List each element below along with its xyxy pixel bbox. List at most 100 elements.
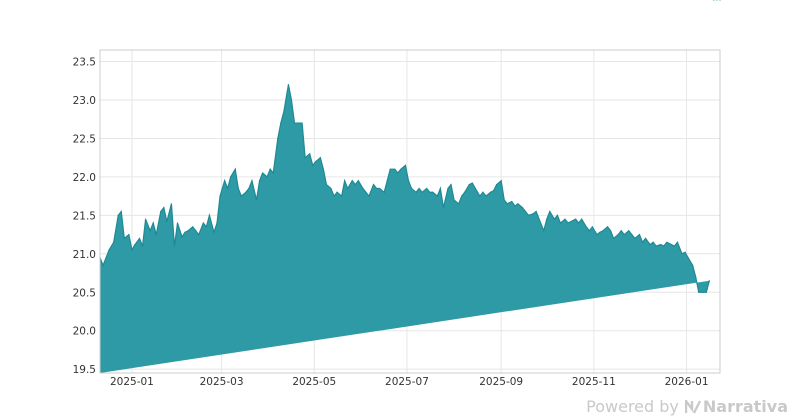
data-point bbox=[237, 187, 239, 190]
data-point bbox=[506, 203, 508, 205]
data-point bbox=[344, 180, 346, 182]
data-point bbox=[514, 205, 516, 207]
y-tick-label: 20.0 bbox=[73, 326, 96, 338]
powered-by-text: Powered by bbox=[586, 397, 679, 416]
data-point bbox=[333, 195, 335, 197]
data-point bbox=[362, 187, 364, 190]
data-point bbox=[354, 183, 356, 186]
data-point bbox=[602, 230, 604, 232]
data-point bbox=[447, 187, 449, 190]
data-point bbox=[205, 226, 207, 228]
data-point bbox=[404, 164, 407, 166]
narrativa-brand: Narrativa bbox=[684, 397, 788, 416]
x-tick-label: 2026-01 bbox=[665, 376, 709, 388]
data-point bbox=[655, 245, 657, 247]
data-point bbox=[357, 180, 359, 182]
data-point bbox=[319, 157, 321, 159]
data-point bbox=[234, 168, 236, 170]
data-point bbox=[581, 218, 583, 220]
data-point bbox=[304, 157, 306, 159]
data-point bbox=[553, 218, 555, 220]
data-point bbox=[567, 222, 569, 224]
y-tick-label: 23.0 bbox=[73, 95, 96, 107]
data-point bbox=[713, 0, 715, 1]
data-point bbox=[489, 191, 492, 193]
data-point bbox=[634, 237, 636, 240]
data-point bbox=[134, 243, 136, 246]
data-point bbox=[368, 195, 370, 197]
data-point bbox=[415, 191, 417, 193]
data-point bbox=[192, 226, 194, 228]
data-point bbox=[163, 207, 165, 209]
x-tick-label: 2025-03 bbox=[200, 376, 244, 388]
data-point bbox=[546, 218, 548, 220]
data-point bbox=[120, 210, 122, 213]
data-point bbox=[394, 168, 396, 170]
data-point bbox=[173, 245, 176, 247]
data-point bbox=[258, 180, 261, 182]
data-point bbox=[198, 233, 200, 236]
series-line bbox=[99, 84, 710, 293]
data-point bbox=[692, 264, 694, 266]
data-point bbox=[160, 210, 162, 213]
data-point bbox=[527, 214, 530, 216]
data-point bbox=[312, 164, 314, 166]
data-point bbox=[184, 231, 186, 233]
data-point bbox=[578, 222, 580, 224]
data-point bbox=[152, 222, 154, 224]
data-point bbox=[532, 213, 534, 215]
data-point bbox=[681, 253, 683, 255]
data-point bbox=[652, 241, 654, 243]
data-point bbox=[195, 230, 197, 232]
data-point bbox=[559, 222, 562, 224]
data-point bbox=[410, 187, 413, 190]
y-tick-label: 19.5 bbox=[73, 364, 96, 376]
data-point bbox=[644, 237, 647, 240]
data-point bbox=[442, 207, 445, 209]
data-point bbox=[429, 191, 431, 193]
data-point bbox=[524, 210, 527, 213]
data-point bbox=[230, 176, 232, 178]
data-point bbox=[660, 243, 662, 246]
data-point bbox=[500, 180, 502, 182]
data-point bbox=[418, 187, 420, 190]
data-point bbox=[280, 122, 282, 124]
data-point bbox=[511, 200, 513, 203]
data-point bbox=[538, 218, 540, 220]
data-point bbox=[638, 233, 641, 236]
data-point bbox=[202, 222, 204, 224]
data-point bbox=[543, 230, 545, 232]
y-tick-label: 20.5 bbox=[73, 287, 96, 299]
data-point bbox=[290, 99, 293, 101]
data-point bbox=[517, 203, 519, 205]
y-tick-label: 21.5 bbox=[73, 210, 96, 222]
data-point bbox=[187, 230, 189, 232]
data-point bbox=[301, 122, 303, 124]
data-point bbox=[216, 222, 218, 224]
data-point bbox=[474, 187, 476, 190]
y-axis: 19.5 20.0 20.5 21.0 21.5 22.0 22.5 23.0 23.5 bbox=[73, 57, 96, 377]
data-point bbox=[468, 183, 470, 186]
data-point bbox=[535, 210, 537, 213]
data-point bbox=[596, 233, 598, 236]
data-point bbox=[277, 137, 279, 140]
data-point bbox=[503, 199, 505, 201]
data-point bbox=[227, 187, 229, 190]
data-point bbox=[458, 203, 460, 205]
data-point bbox=[663, 245, 665, 247]
data-point bbox=[407, 180, 410, 182]
data-point bbox=[609, 230, 612, 232]
data-point bbox=[620, 230, 622, 232]
data-point bbox=[588, 230, 590, 232]
data-point bbox=[144, 218, 147, 220]
data-point bbox=[322, 168, 324, 170]
data-point bbox=[113, 241, 115, 243]
y-tick-label: 22.0 bbox=[73, 172, 96, 184]
data-point bbox=[166, 220, 168, 223]
data-point bbox=[224, 180, 226, 182]
data-point bbox=[375, 187, 378, 190]
data-point bbox=[309, 153, 311, 155]
x-tick-label: 2025-01 bbox=[110, 376, 154, 388]
data-point bbox=[251, 180, 253, 182]
